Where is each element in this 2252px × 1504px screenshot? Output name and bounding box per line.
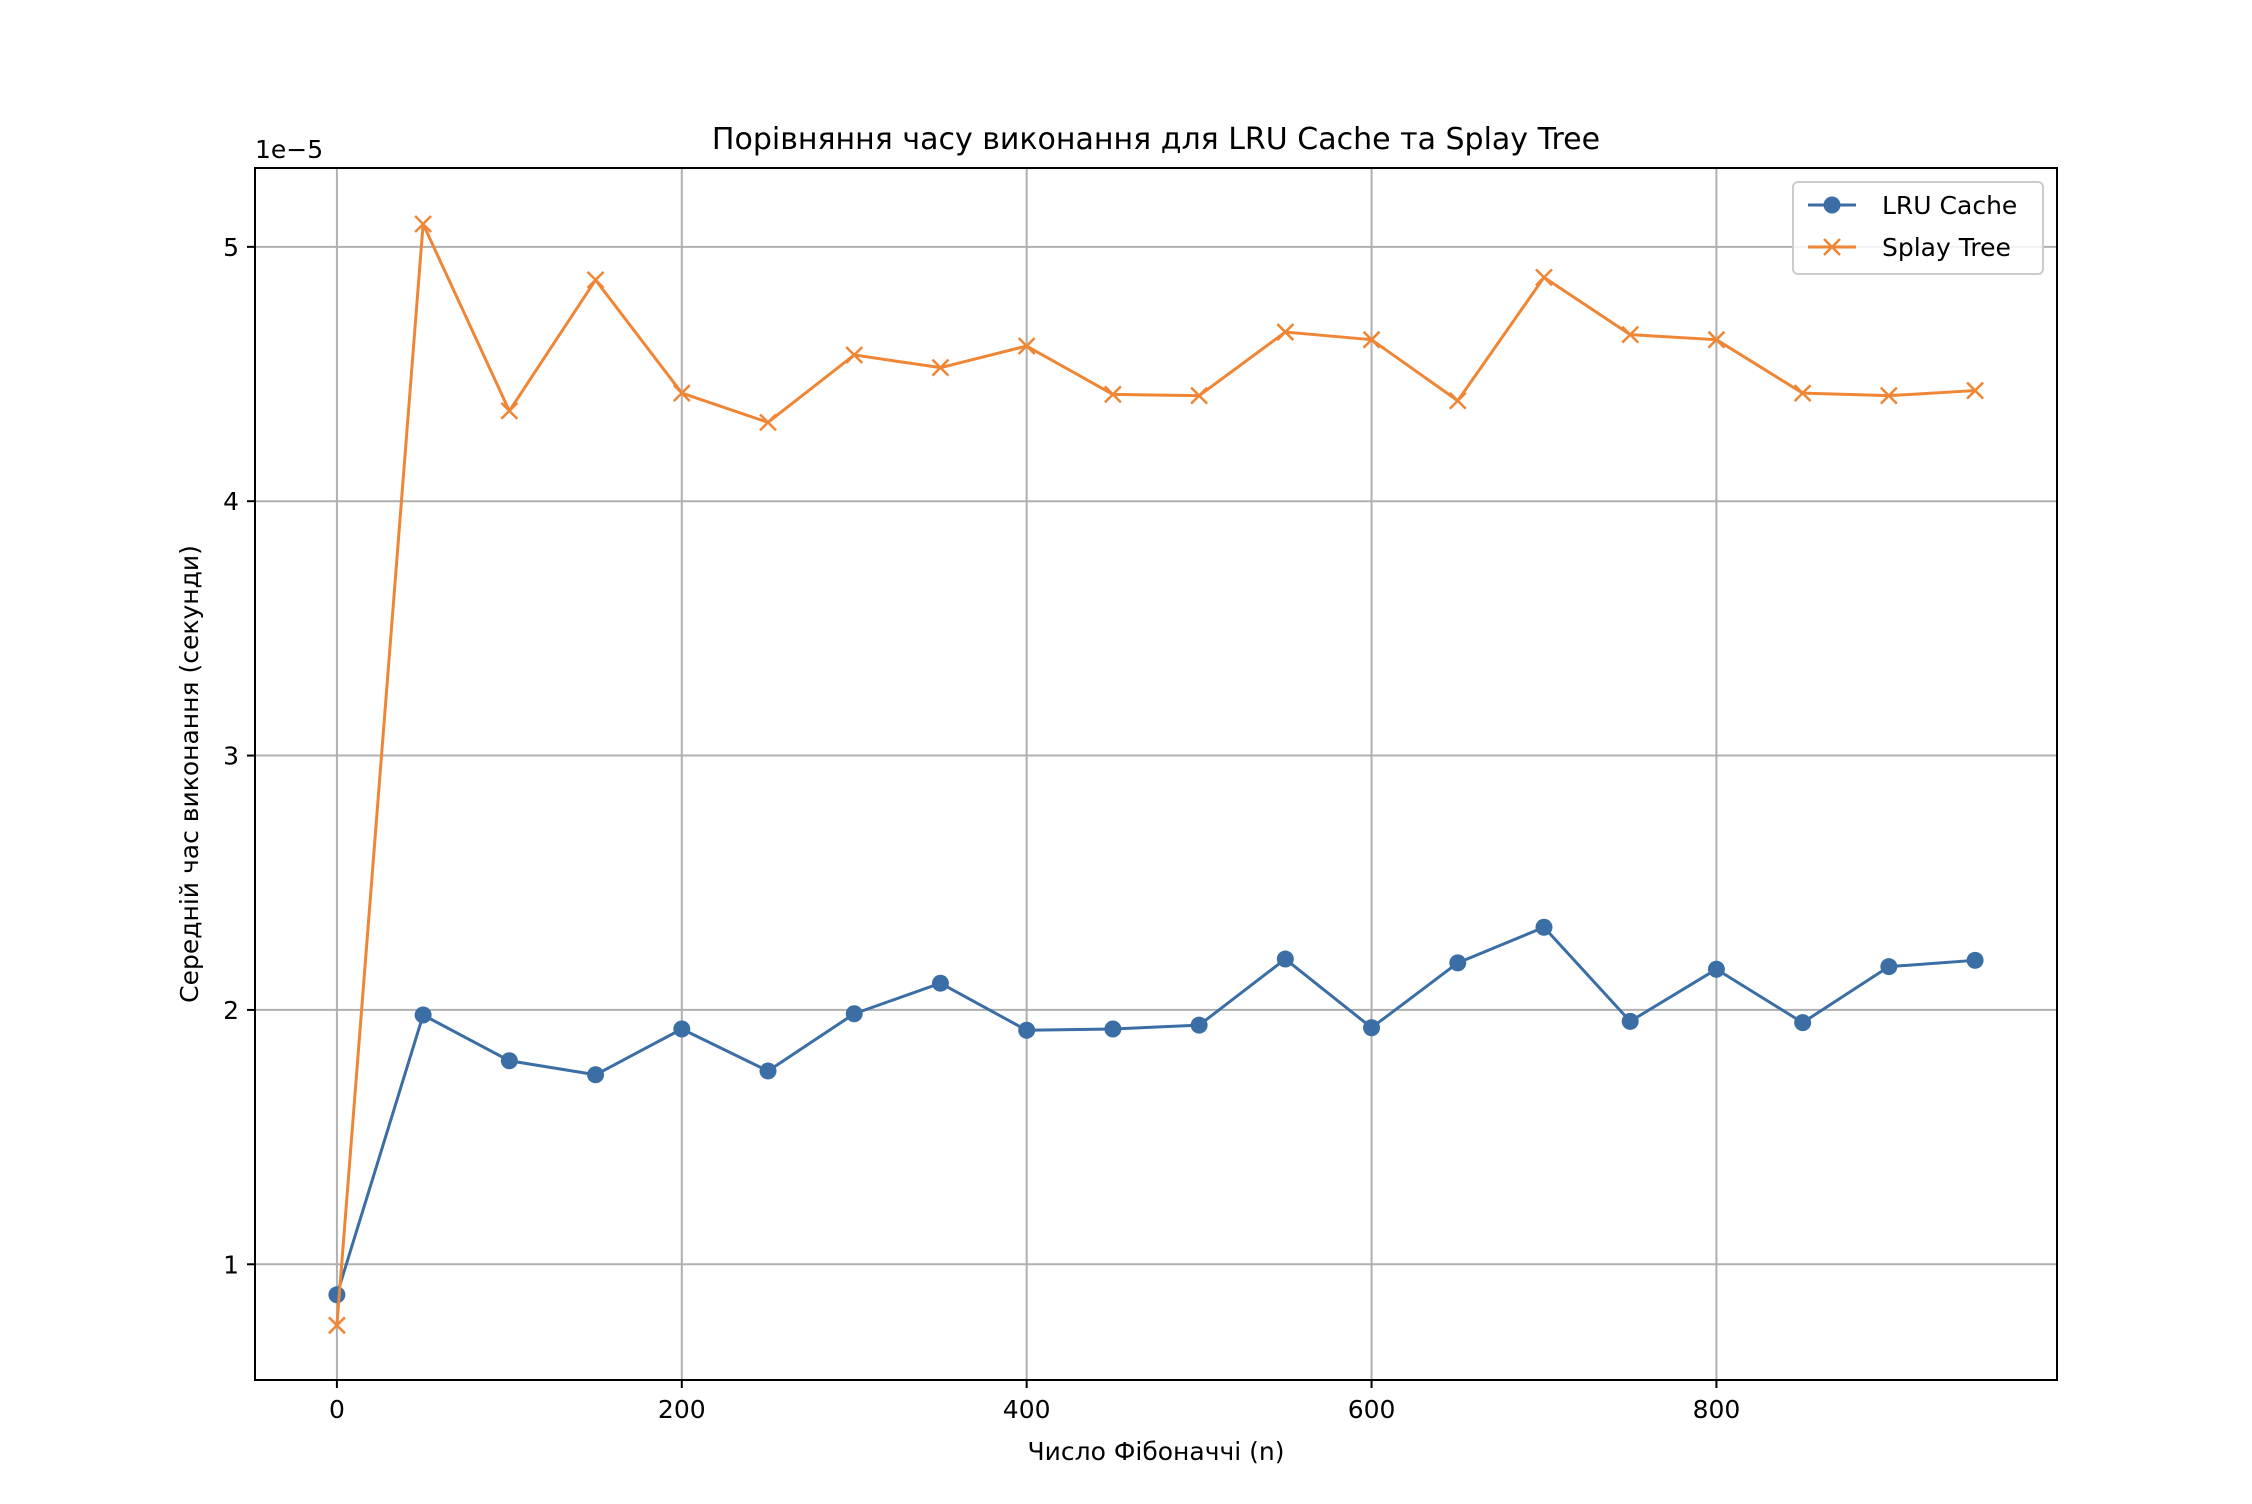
- y-tick-label: 4: [223, 487, 239, 516]
- data-point: [1362, 330, 1381, 349]
- data-point: [1449, 954, 1467, 972]
- data-point: [414, 215, 433, 233]
- series-splay-tree: [328, 215, 1984, 1335]
- series-line-lru-cache: [335, 925, 1976, 1296]
- legend-entry: Splay Tree: [1808, 233, 2011, 262]
- x-tick-label: 600: [1348, 1395, 1396, 1424]
- series-group: [328, 215, 1984, 1335]
- x-tick-label: 0: [329, 1395, 345, 1424]
- data-point: [1276, 950, 1294, 968]
- legend-entry: LRU Cache: [1808, 191, 2017, 220]
- data-point: [1018, 1021, 1036, 1039]
- y-tick-label: 1: [223, 1250, 239, 1279]
- data-point: [845, 1005, 863, 1023]
- y-offset-text: 1e−5: [255, 135, 323, 164]
- data-point: [1448, 391, 1467, 410]
- data-point: [759, 413, 777, 432]
- data-point: [328, 1316, 346, 1335]
- data-point: [500, 1052, 518, 1070]
- series-line-splay-tree: [335, 222, 1976, 1326]
- x-tick-label: 400: [1003, 1395, 1051, 1424]
- data-point: [759, 1062, 777, 1080]
- y-tick-label: 5: [223, 233, 239, 262]
- legend-label: LRU Cache: [1882, 191, 2017, 220]
- data-point: [845, 346, 864, 364]
- grid: [255, 168, 2057, 1380]
- data-point: [328, 1286, 346, 1304]
- data-point: [1793, 384, 1812, 402]
- data-point: [1621, 1012, 1639, 1030]
- data-point: [931, 358, 950, 377]
- y-axis-label: Середній час виконання (секунди): [175, 545, 204, 1003]
- ticks: 0 200 400 600 800 1 2 3 4 5: [223, 233, 1740, 1424]
- data-point: [673, 1020, 691, 1038]
- series-lru-cache: [328, 918, 1984, 1304]
- legend-label: Splay Tree: [1882, 233, 2011, 262]
- data-point: [586, 271, 605, 289]
- y-tick-label: 2: [223, 996, 239, 1025]
- legend: LRU Cache Splay Tree: [1792, 181, 2044, 275]
- data-point: [1276, 323, 1295, 341]
- data-point: [672, 384, 691, 402]
- data-point: [1879, 386, 1898, 405]
- x-tick-label: 200: [658, 1395, 706, 1424]
- data-point: [1535, 918, 1553, 936]
- data-point: [1190, 386, 1208, 405]
- data-point: [1104, 1020, 1122, 1038]
- data-point: [1707, 960, 1725, 978]
- y-tick-label: 3: [223, 742, 239, 771]
- data-point: [1880, 958, 1898, 976]
- data-point: [1535, 268, 1553, 287]
- data-point: [1104, 385, 1122, 404]
- data-point: [1794, 1014, 1812, 1032]
- data-point: [1966, 381, 1984, 400]
- legend-marker: [1823, 196, 1841, 214]
- data-point: [1017, 337, 1036, 355]
- data-point: [414, 1006, 432, 1024]
- data-point: [587, 1066, 605, 1084]
- data-point: [1621, 325, 1640, 344]
- data-point: [1190, 1016, 1208, 1034]
- data-point: [931, 974, 949, 992]
- legend-marker: [1823, 238, 1841, 256]
- plot-frame: [254, 167, 2058, 1381]
- x-axis-label: Число Фібоначчі (n): [1028, 1437, 1285, 1466]
- data-point: [1707, 330, 1726, 349]
- chart-title: Порівняння часу виконання для LRU Cache …: [712, 122, 1600, 157]
- data-point: [1363, 1019, 1381, 1037]
- data-point: [1966, 951, 1984, 969]
- data-point: [500, 402, 519, 420]
- x-tick-label: 800: [1693, 1395, 1741, 1424]
